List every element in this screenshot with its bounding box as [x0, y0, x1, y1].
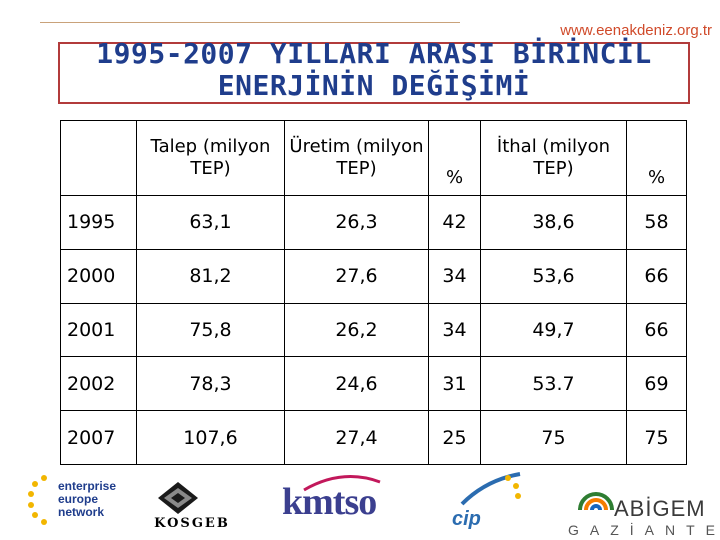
header-empty	[60, 120, 137, 196]
cell-ithal-pct: 66	[626, 248, 687, 304]
cell-ithal-pct: 58	[626, 195, 687, 250]
header-uretim-pct: %	[428, 120, 481, 196]
table-row: 2002 78,3 24,6 31 53.7 69	[60, 356, 687, 412]
kosgeb-logo-text: KOSGEB	[154, 516, 230, 531]
table-row: 2000 81,2 27,6 34 53,6 66	[60, 248, 687, 304]
cell-talep: 75,8	[136, 302, 285, 358]
cell-uretim: 27,6	[284, 248, 429, 304]
table-row: 1995 63,1 26,3 42 38,6 58	[60, 195, 687, 250]
partner-logos: enterprise europe network KOSGEB kmtso c…	[0, 466, 720, 540]
cell-talep: 63,1	[136, 195, 285, 250]
cell-ithal: 53.7	[480, 356, 627, 412]
kmtso-logo: kmtso	[282, 475, 394, 538]
cell-uretim-pct: 31	[428, 356, 481, 412]
energy-table: Talep (milyon TEP) Üretim (milyon TEP) %…	[60, 120, 687, 465]
header-talep: Talep (milyon TEP)	[136, 120, 285, 196]
table-row: 2001 75,8 26,2 34 49,7 66	[60, 302, 687, 358]
cell-year: 2002	[60, 356, 137, 412]
abigem-arc-icon	[578, 492, 614, 511]
cip-logo-text: cip	[452, 508, 481, 530]
cell-uretim-pct: 25	[428, 410, 481, 465]
cell-uretim-pct: 42	[428, 195, 481, 250]
abigem-city-text: GAZİANTEP	[568, 522, 720, 538]
cell-ithal-pct: 75	[626, 410, 687, 465]
cell-talep: 78,3	[136, 356, 285, 412]
cell-uretim-pct: 34	[428, 302, 481, 358]
cell-uretim: 27,4	[284, 410, 429, 465]
een-stars-icon	[28, 475, 47, 525]
title-line-2: ENERJİNİN DEĞİŞİMİ	[217, 69, 531, 102]
kosgeb-logo: KOSGEB	[148, 470, 236, 536]
cell-uretim-pct: 34	[428, 248, 481, 304]
cell-talep: 107,6	[136, 410, 285, 465]
table-row: 2007 107,6 27,4 25 75 75	[60, 410, 687, 465]
kmtso-swoosh-icon	[303, 475, 381, 492]
title-frame	[58, 42, 690, 104]
page-title: 1995-2007 YILLARI ARASI BİRİNCİL ENERJİN…	[58, 38, 690, 102]
cell-ithal-pct: 66	[626, 302, 687, 358]
header-ithal: İthal (milyon TEP)	[480, 120, 627, 196]
kmtso-logo-text: kmtso	[282, 481, 377, 523]
decorative-line	[40, 22, 460, 23]
cell-uretim: 26,3	[284, 195, 429, 250]
table-header-row: Talep (milyon TEP) Üretim (milyon TEP) %…	[60, 120, 687, 196]
abigem-logo: ABİGEM GAZİANTEP	[566, 472, 720, 538]
cell-year: 2007	[60, 410, 137, 465]
cip-figure-icon	[460, 472, 521, 506]
cell-uretim: 26,2	[284, 302, 429, 358]
cell-ithal: 53,6	[480, 248, 627, 304]
abigem-logo-text: ABİGEM	[614, 496, 706, 521]
cell-year: 1995	[60, 195, 137, 250]
cell-uretim: 24,6	[284, 356, 429, 412]
cell-year: 2000	[60, 248, 137, 304]
cip-logo: cip	[446, 470, 556, 536]
enterprise-europe-network-logo: enterprise europe network	[22, 472, 132, 538]
cell-ithal-pct: 69	[626, 356, 687, 412]
cell-ithal: 38,6	[480, 195, 627, 250]
title-line-1: 1995-2007 YILLARI ARASI BİRİNCİL	[96, 37, 652, 70]
een-logo-text: enterprise europe network	[58, 479, 117, 519]
cell-ithal: 75	[480, 410, 627, 465]
header-ithal-pct: %	[626, 120, 687, 196]
kosgeb-mark-icon	[158, 482, 198, 514]
website-url: www.eenakdeniz.org.tr	[560, 22, 712, 39]
cell-talep: 81,2	[136, 248, 285, 304]
cell-year: 2001	[60, 302, 137, 358]
header-uretim: Üretim (milyon TEP)	[284, 120, 429, 196]
cell-ithal: 49,7	[480, 302, 627, 358]
